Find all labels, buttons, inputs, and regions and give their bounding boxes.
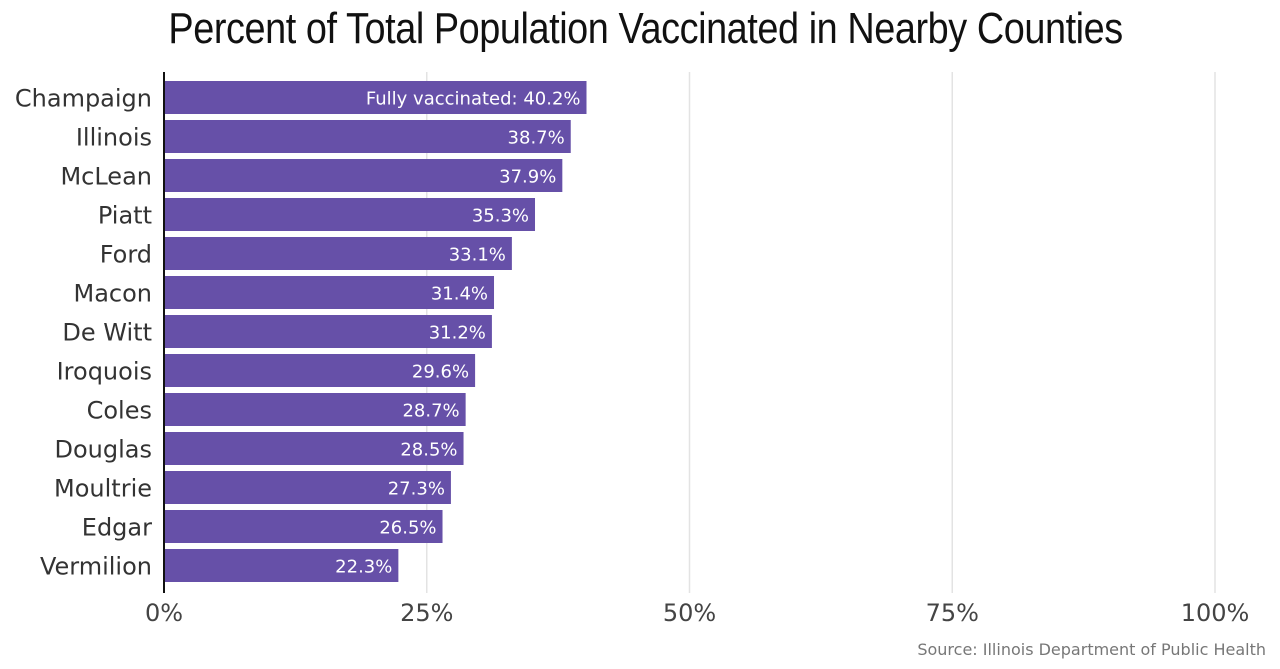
category-label: De Witt xyxy=(62,319,152,347)
value-label: 31.4% xyxy=(431,284,488,305)
bars xyxy=(164,81,587,582)
value-label: 37.9% xyxy=(499,167,556,188)
chart-title: Percent of Total Population Vaccinated i… xyxy=(168,4,1123,53)
category-label: Illinois xyxy=(76,124,152,152)
gridlines xyxy=(426,72,1216,593)
value-label: 31.2% xyxy=(429,323,486,344)
category-label: Moultrie xyxy=(54,475,152,503)
x-tick-label: 0% xyxy=(145,599,183,627)
bar xyxy=(164,237,512,270)
category-label: Edgar xyxy=(82,514,152,542)
category-label: Vermilion xyxy=(40,553,152,581)
x-tick-label: 100% xyxy=(1181,599,1250,627)
x-tick-label: 25% xyxy=(400,599,453,627)
value-label: 38.7% xyxy=(508,128,565,149)
x-tick-label: 50% xyxy=(663,599,716,627)
source-note: Source: Illinois Department of Public He… xyxy=(917,640,1266,659)
x-tick-label: 75% xyxy=(926,599,979,627)
bar xyxy=(164,432,464,465)
bar xyxy=(164,354,476,387)
bar xyxy=(164,159,563,192)
x-tick-labels: 0% 25% 50% 75% 100% xyxy=(145,599,1249,627)
value-label: 27.3% xyxy=(388,479,445,500)
value-label: Fully vaccinated: 40.2% xyxy=(366,89,581,110)
bar xyxy=(164,315,492,348)
bar xyxy=(164,198,536,231)
value-labels: Fully vaccinated: 40.2% 38.7% 37.9% 35.3% 33… xyxy=(335,89,580,578)
value-label: 22.3% xyxy=(335,557,392,578)
bar xyxy=(164,510,443,543)
value-label: 28.7% xyxy=(402,401,459,422)
bar xyxy=(164,120,571,153)
bar xyxy=(164,276,495,309)
category-label: Iroquois xyxy=(57,358,152,386)
category-label: Ford xyxy=(100,241,152,269)
category-label: Macon xyxy=(73,280,152,308)
value-label: 35.3% xyxy=(472,206,529,227)
category-label: Coles xyxy=(87,397,152,425)
value-label: 29.6% xyxy=(412,362,469,383)
category-label: Douglas xyxy=(55,436,153,464)
value-label: 33.1% xyxy=(449,245,506,266)
bar xyxy=(164,471,451,504)
bar xyxy=(164,549,399,582)
value-label: 26.5% xyxy=(379,518,436,539)
category-labels: Champaign Illinois McLean Piatt Ford Macon De … xyxy=(15,85,152,581)
category-label: Piatt xyxy=(98,202,152,230)
category-label: McLean xyxy=(60,163,152,191)
bar xyxy=(164,393,466,426)
category-label: Champaign xyxy=(15,85,152,113)
bar xyxy=(164,81,587,114)
value-label: 28.5% xyxy=(400,440,457,461)
